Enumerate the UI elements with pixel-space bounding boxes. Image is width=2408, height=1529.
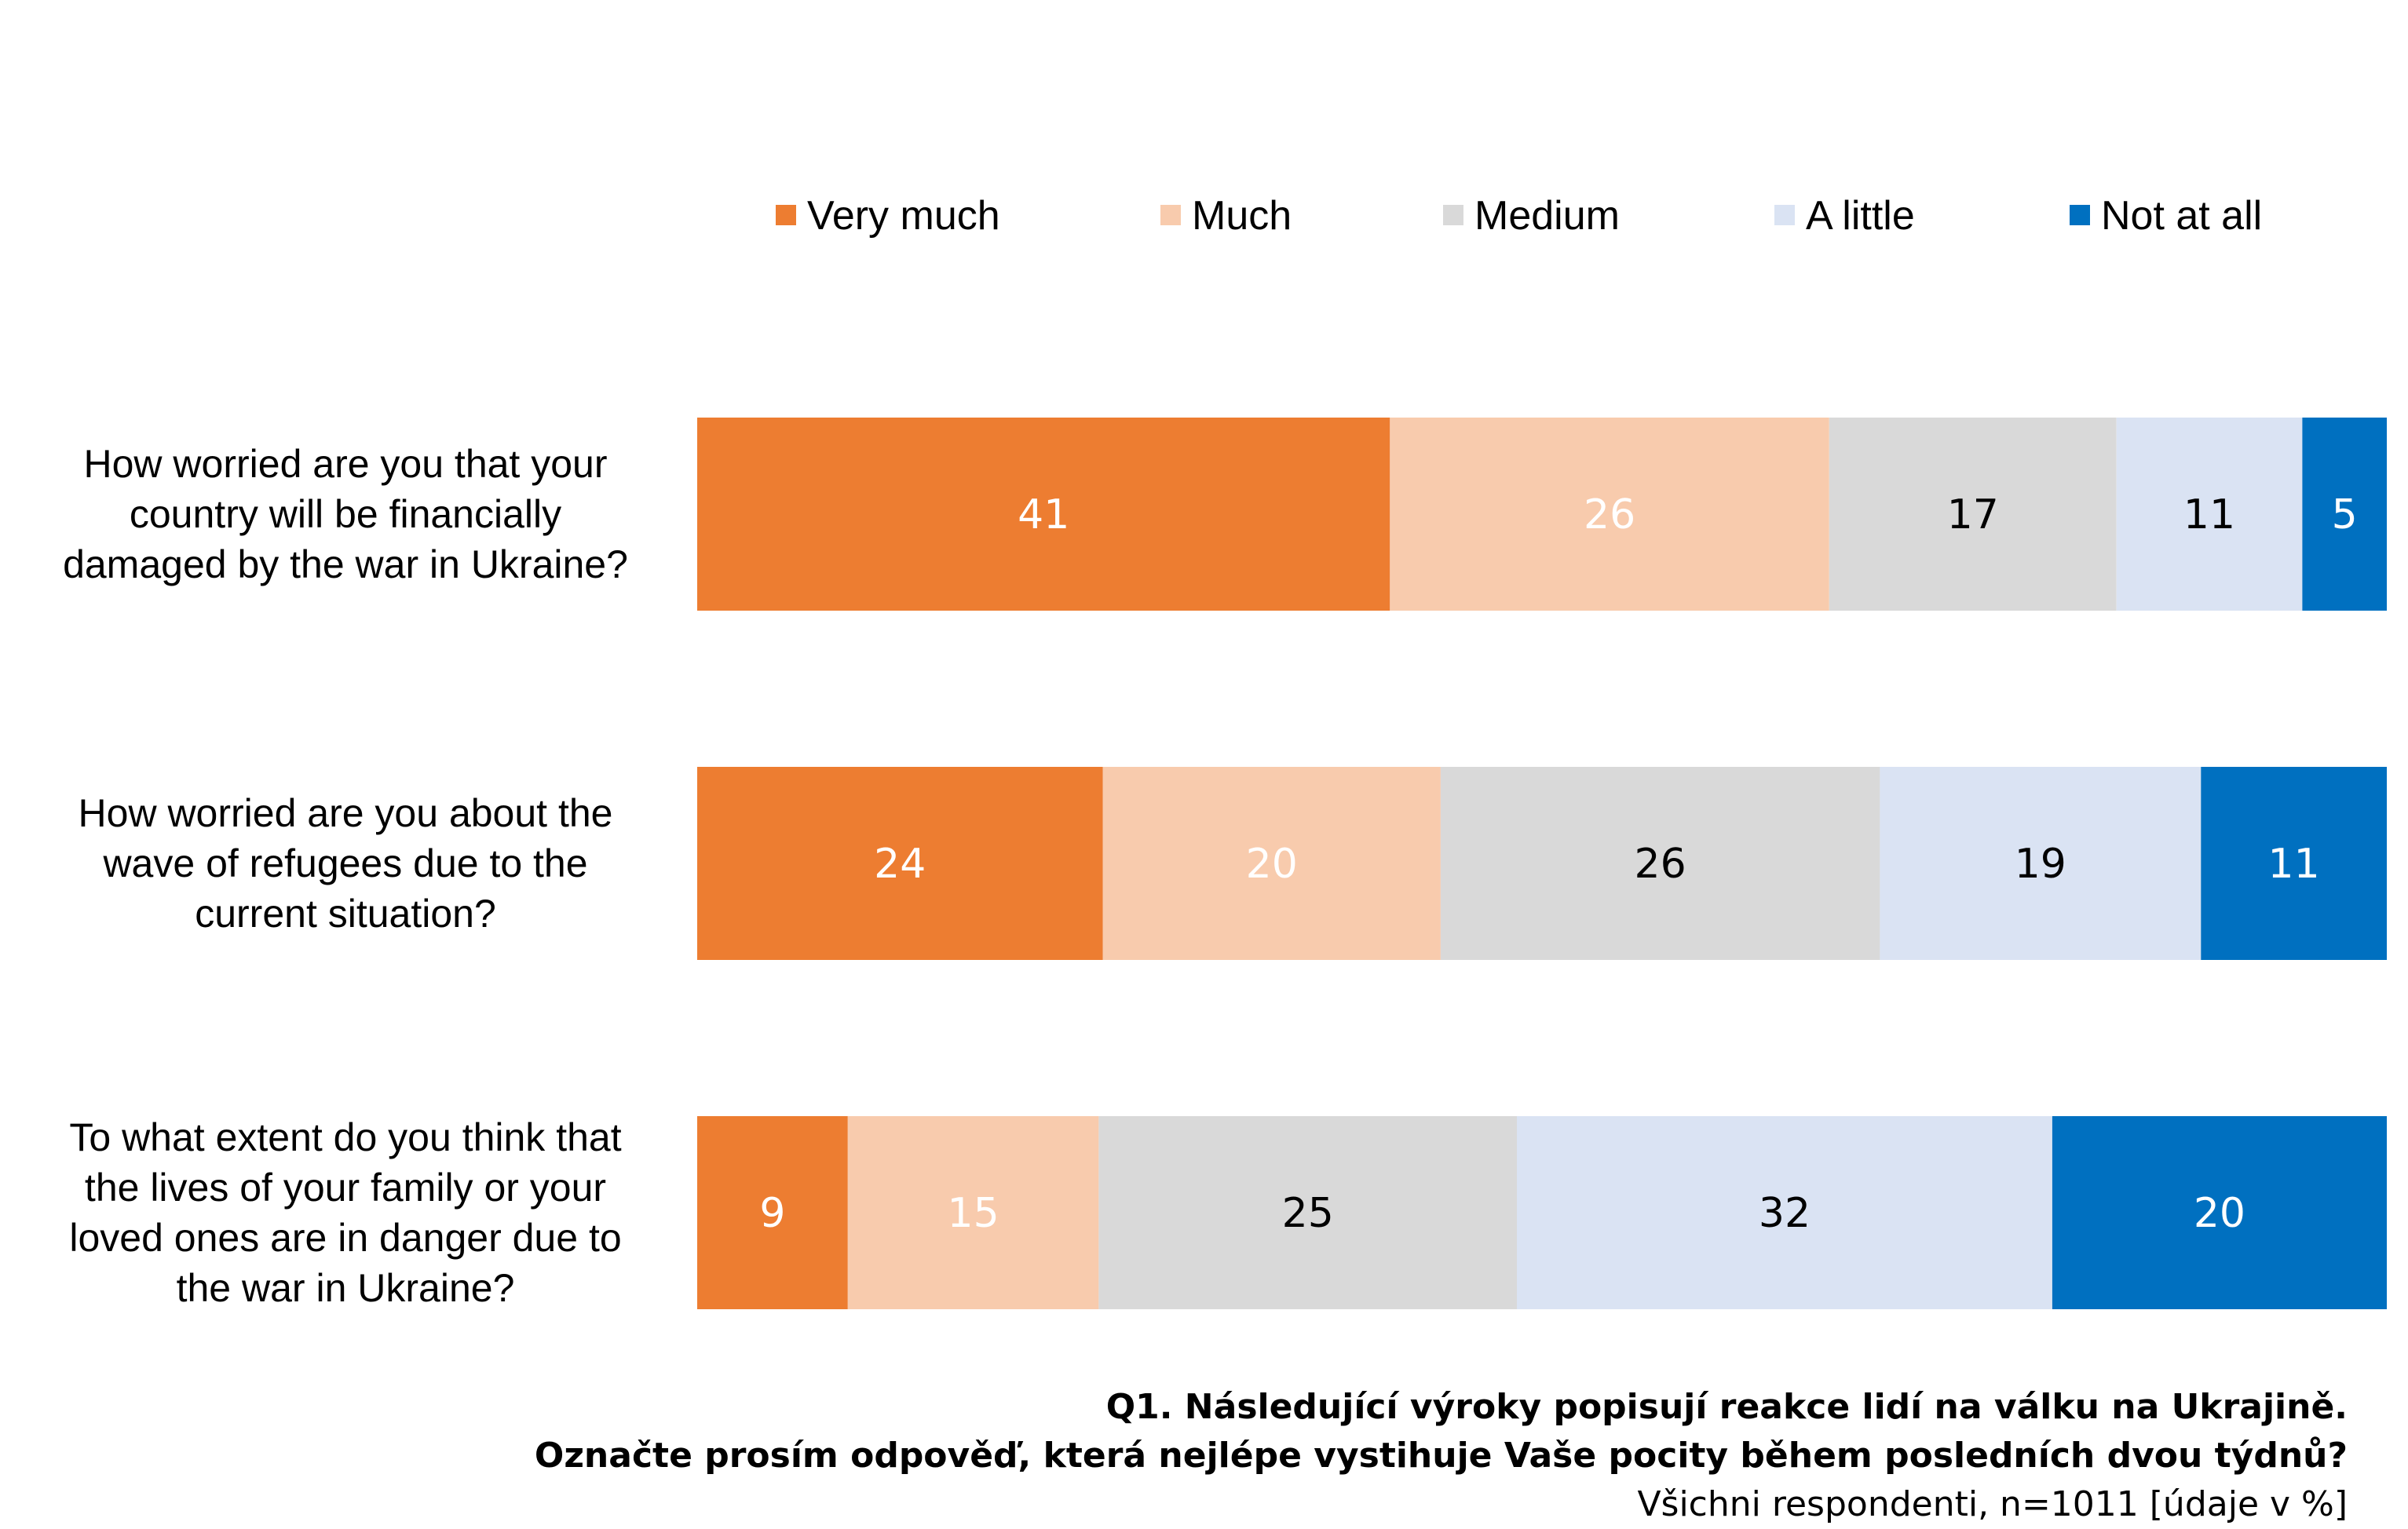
- data-label-medium-2: 26: [1635, 841, 1686, 888]
- legend-label-much: Much: [1192, 193, 1292, 239]
- bar-segment-very-much-1: [697, 418, 1390, 611]
- bar-segment-medium-1: [1829, 418, 2117, 611]
- category-labels: How worried are you that your country wil…: [63, 442, 628, 1310]
- bar-segment-very-much-2: [697, 767, 1103, 960]
- legend-label-medium: Medium: [1474, 193, 1620, 239]
- legend-swatch-very-much: [776, 205, 796, 225]
- bar-segment-not-at-all-2: [2201, 767, 2387, 960]
- data-label-not-at-all-3: 20: [2194, 1190, 2245, 1237]
- legend-label-very-much: Very much: [807, 193, 1000, 239]
- data-label-medium-1: 17: [1947, 491, 1999, 538]
- legend-swatch-a-little: [1774, 205, 1795, 225]
- data-label-a-little-1: 11: [2183, 491, 2235, 538]
- legend-swatch-not-at-all: [2070, 205, 2090, 225]
- footnote: Q1. Následující výroky popisují reakce l…: [535, 1383, 2348, 1529]
- data-label-medium-3: 25: [1282, 1190, 1334, 1237]
- bar-segment-a-little-3: [1517, 1116, 2052, 1309]
- category-label-3: To what extent do you think that the live…: [69, 1115, 621, 1310]
- bar-segment-a-little-1: [2116, 418, 2303, 611]
- data-label-not-at-all-2: 11: [2268, 841, 2320, 888]
- data-label-a-little-3: 32: [1759, 1190, 1811, 1237]
- bar-segment-very-much-3: [697, 1116, 848, 1309]
- bar-segment-not-at-all-1: [2302, 418, 2387, 611]
- data-label-much-3: 15: [948, 1190, 999, 1237]
- data-label-very-much-1: 41: [1018, 491, 1069, 538]
- bar-segment-a-little-2: [1880, 767, 2202, 960]
- footnote-base: Všichni respondenti, n=1011 [údaje v %]: [1637, 1484, 2348, 1524]
- footnote-question: Q1. Následující výroky popisují reakce l…: [1105, 1387, 2348, 1427]
- bar-segment-much-1: [1390, 418, 1829, 611]
- data-label-very-much-3: 9: [759, 1190, 785, 1237]
- category-label-1: How worried are you that your country wil…: [63, 442, 628, 586]
- bar-segment-much-3: [847, 1116, 1099, 1309]
- bars-area: 41 26 17 11 5 24 20 26 19 11 9 15 25 32 20: [697, 418, 2387, 1309]
- chart-legend: Very much Much Medium A little Not at all: [776, 193, 2262, 239]
- footnote-instruction: Označte prosím odpověď, která nejlépe vy…: [534, 1436, 2348, 1476]
- data-label-a-little-2: 19: [2015, 841, 2066, 888]
- bar-segment-medium-2: [1440, 767, 1880, 960]
- data-label-not-at-all-1: 5: [2332, 491, 2358, 538]
- bar-segment-much-2: [1102, 767, 1441, 960]
- bar-segment-not-at-all-3: [2052, 1116, 2387, 1309]
- data-label-much-1: 26: [1584, 491, 1635, 538]
- category-label-2: How worried are you about the wave of ref…: [79, 791, 613, 936]
- data-label-very-much-2: 24: [874, 841, 926, 888]
- legend-swatch-much: [1160, 205, 1181, 225]
- bar-segment-medium-3: [1098, 1116, 1518, 1309]
- legend-label-not-at-all: Not at all: [2101, 193, 2262, 239]
- legend-label-a-little: A little: [1806, 193, 1915, 239]
- data-label-much-2: 20: [1246, 841, 1298, 888]
- legend-swatch-medium: [1443, 205, 1463, 225]
